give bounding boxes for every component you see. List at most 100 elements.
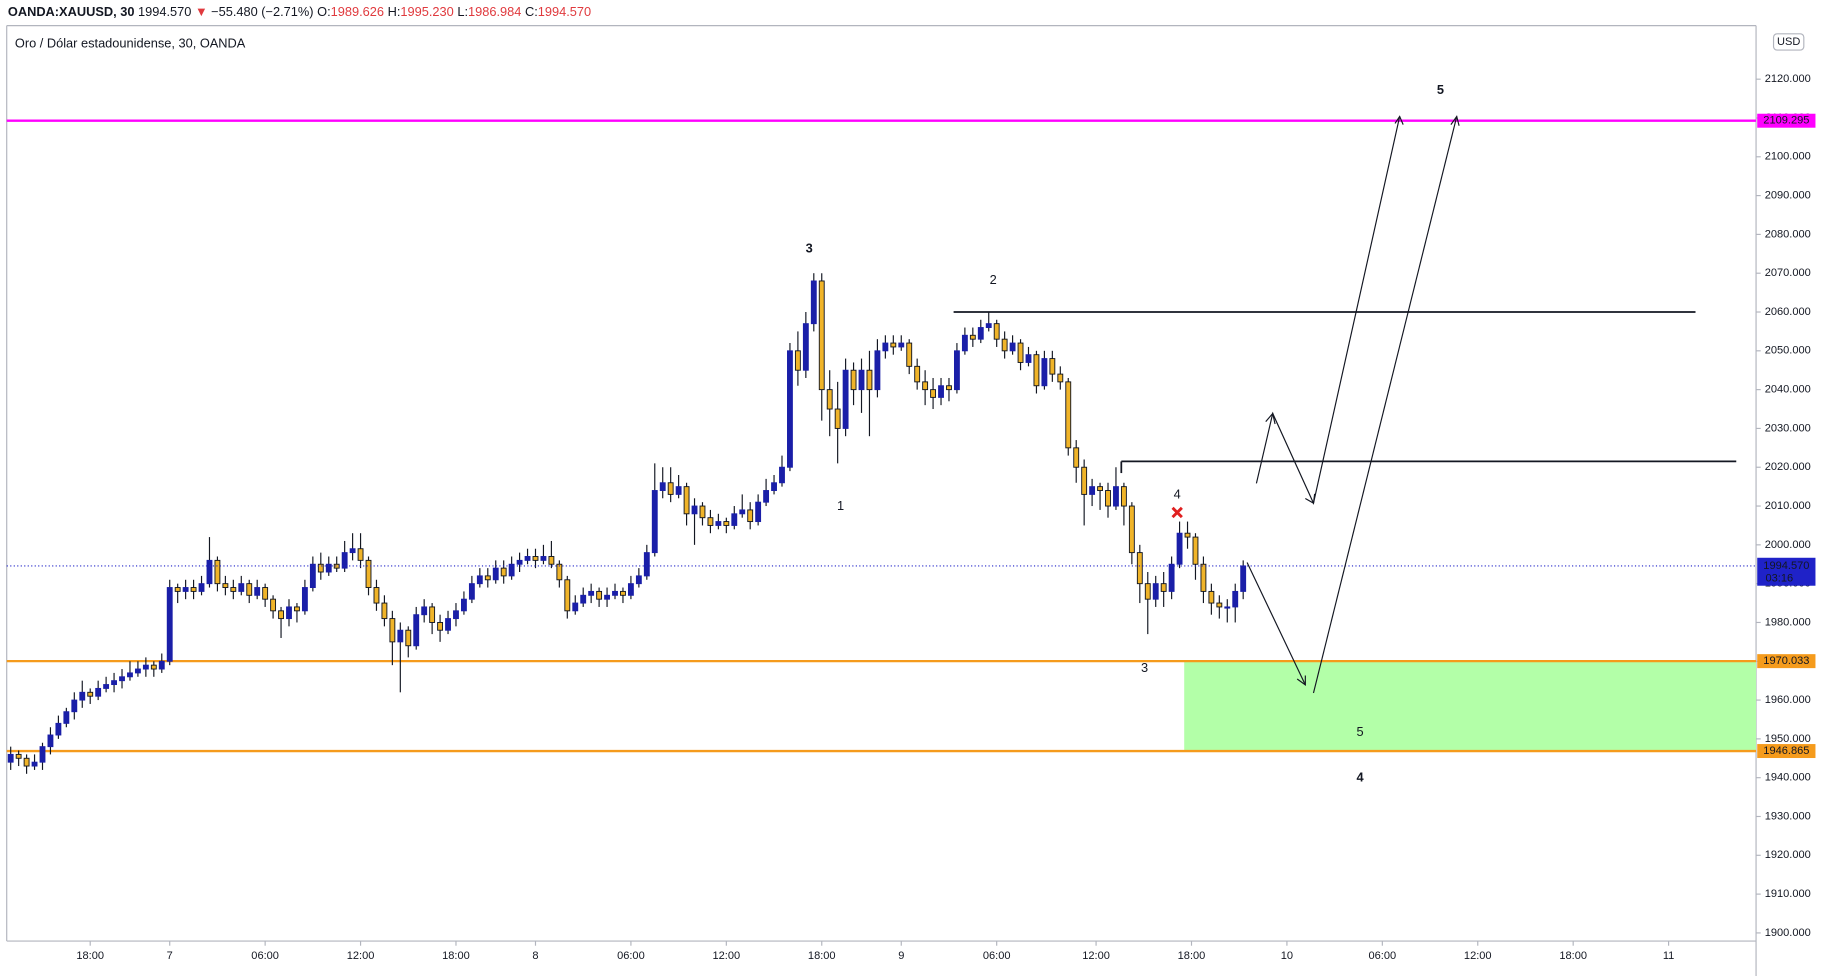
y-tick-label: 2020.000 [1765, 461, 1811, 473]
candle-body [63, 711, 70, 724]
y-tick-label: 2120.000 [1765, 73, 1811, 85]
x-marker [1171, 506, 1183, 519]
level-tag [1757, 654, 1816, 669]
wave-label: 1 [837, 498, 844, 513]
candle-body [294, 606, 300, 612]
countdown: 03:16 [1766, 573, 1794, 585]
candle-body [771, 482, 777, 491]
y-tick-label: 2050.000 [1765, 345, 1811, 357]
candle-body [198, 583, 205, 592]
symbol: OANDA:XAUUSD, 30 [8, 4, 135, 19]
x-tick-label: 7 [167, 950, 173, 962]
candle-body [39, 746, 46, 763]
candle-body [540, 556, 547, 561]
candle-body [588, 590, 595, 596]
candle-body [262, 587, 269, 600]
candle-body [508, 563, 515, 577]
x-tick-label: 12:00 [1082, 950, 1110, 962]
candle-body [858, 369, 865, 391]
y-tick-label: 1910.000 [1765, 888, 1811, 900]
candle-body [365, 559, 372, 589]
candle-body [453, 610, 459, 620]
level-tag [1757, 744, 1816, 759]
l: 1986.984 [468, 4, 521, 19]
candle-body [787, 350, 793, 468]
y-tick-label: 1900.000 [1765, 927, 1811, 939]
candle-body [325, 563, 332, 573]
candle-body [7, 753, 14, 763]
candle-body [413, 614, 420, 647]
candle-body [421, 606, 428, 616]
candle-body [938, 385, 944, 398]
candle-body [254, 587, 261, 596]
x-tick-label: 10 [1281, 950, 1293, 962]
candle-body [95, 687, 102, 697]
candle-body [1065, 381, 1072, 449]
wave-label: 4 [1174, 486, 1181, 501]
candle-body [635, 575, 642, 585]
candle-body [794, 350, 801, 371]
candle-body [1136, 552, 1143, 585]
candle-body [1033, 354, 1040, 387]
candle-body [723, 521, 730, 526]
header: OANDA:XAUUSD, 30 1994.570 ▼ −55.480 (−2.7… [8, 4, 591, 19]
candle-body [930, 389, 937, 398]
x-tick-label: 11 [1663, 950, 1674, 962]
candle-body [675, 486, 682, 495]
plot: 1900.000 1910.000 1920.000 1930.000 1940.000… [6, 73, 1816, 962]
candle-body [1208, 590, 1215, 604]
last-price-tag [1757, 557, 1816, 586]
candle-body [1128, 505, 1135, 554]
candle-body [922, 381, 929, 391]
y-tick-label: 2030.000 [1765, 422, 1811, 434]
x-tick-label: 06:00 [617, 950, 645, 962]
arrow-path [1255, 116, 1401, 505]
last: 1994.570 [138, 4, 191, 19]
candle-body [103, 684, 110, 689]
candle-body [468, 583, 475, 600]
currency-badge[interactable] [1772, 33, 1805, 51]
candle-body [1081, 466, 1088, 495]
candle-body [834, 408, 841, 429]
candle-body [914, 365, 921, 383]
candle-body [174, 587, 181, 592]
candle-body [222, 583, 229, 589]
candle-body [71, 699, 78, 713]
x-tick-label: 06:00 [251, 950, 279, 962]
candle-body [47, 734, 54, 748]
candle-body [842, 369, 849, 429]
x-tick-label: 18:00 [442, 950, 470, 962]
wave-label: 2 [990, 272, 997, 287]
y-tick-label: 2060.000 [1765, 306, 1811, 318]
candle-body [1152, 583, 1159, 600]
x-tick-label: 18:00 [1559, 950, 1587, 962]
c-label: C: [525, 4, 538, 19]
candle-body [246, 583, 253, 596]
candle-body [898, 342, 905, 348]
candle-body [890, 342, 897, 348]
arrow-path [1246, 562, 1306, 686]
candle-body [985, 323, 992, 329]
wave-label: 5 [1437, 82, 1444, 97]
candle-body [119, 676, 125, 682]
candle-body [341, 552, 348, 569]
candle-body [142, 664, 149, 670]
arrowhead [1265, 412, 1276, 425]
candle-body [214, 559, 221, 585]
x-tick-label: 18:00 [76, 950, 104, 962]
candle-body [381, 602, 388, 620]
candle-body [810, 280, 817, 325]
candle-body [755, 501, 762, 523]
candle-body [715, 521, 722, 526]
candle-body [190, 587, 197, 592]
candle-body [1097, 486, 1103, 491]
candle-body [826, 389, 833, 410]
candle-body [548, 556, 555, 565]
candle-body [1041, 358, 1048, 387]
candle-body [1025, 354, 1032, 363]
candle-body [389, 618, 396, 643]
candle-body [731, 513, 738, 526]
